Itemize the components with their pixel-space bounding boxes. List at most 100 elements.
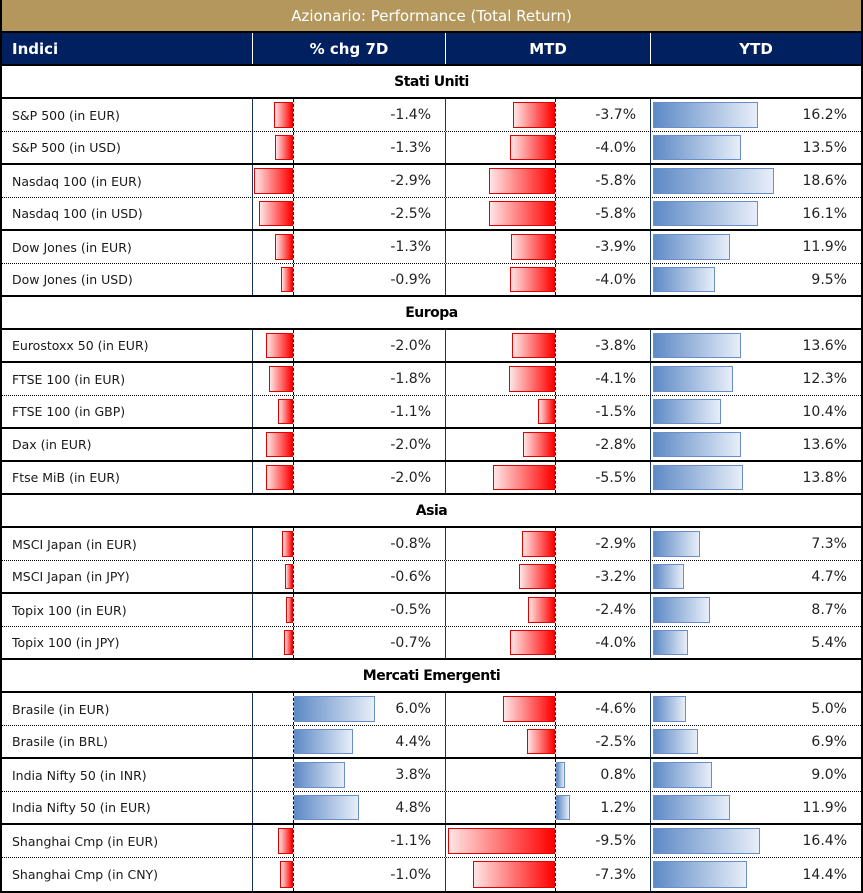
negative-data-bar	[518, 564, 555, 589]
index-label: Brasile (in EUR)	[2, 693, 253, 725]
negative-data-bar	[282, 531, 293, 557]
negative-data-bar	[509, 267, 555, 292]
index-label: Ftse MiB (in EUR)	[2, 462, 253, 493]
cell-d7: 4.8%	[253, 792, 446, 823]
cell-mtd: -4.0%	[446, 627, 651, 658]
value-mtd: -5.8%	[595, 173, 636, 189]
table-row: Topix 100 (in EUR) -0.5% -2.4% 8.7%	[2, 594, 861, 627]
table-row: Dow Jones (in EUR) -1.3% -3.9% 11.9%	[2, 231, 861, 264]
table-row: Brasile (in EUR) 6.0% -4.6% 5.0%	[2, 693, 861, 726]
cell-mtd: -5.8%	[446, 165, 651, 197]
table-row: India Nifty 50 (in EUR) 4.8% 1.2% 11.9%	[2, 792, 861, 825]
table-row: Dax (in EUR) -2.0% -2.8% 13.6%	[2, 429, 861, 462]
cell-d7: -2.9%	[253, 165, 446, 197]
value-mtd: -3.2%	[595, 568, 636, 585]
cell-ytd: 13.8%	[651, 462, 861, 493]
value-d7: -2.9%	[390, 173, 431, 189]
negative-data-bar	[278, 399, 293, 424]
index-label: MSCI Japan (in JPY)	[2, 561, 253, 592]
cell-ytd: 9.5%	[651, 264, 861, 295]
value-ytd: 9.5%	[811, 271, 847, 288]
index-label: Dax (in EUR)	[2, 429, 253, 460]
cell-d7: -2.0%	[253, 462, 446, 493]
cell-mtd: -3.2%	[446, 561, 651, 592]
positive-data-bar	[653, 201, 758, 226]
bar-axis	[293, 462, 294, 493]
cell-ytd: 8.7%	[651, 594, 861, 626]
cell-ytd: 13.5%	[651, 132, 861, 163]
table-row: Eurostoxx 50 (in EUR) -2.0% -3.8% 13.6%	[2, 330, 861, 363]
cell-mtd: -5.8%	[446, 198, 651, 229]
cell-ytd: 16.2%	[651, 99, 861, 131]
negative-data-bar	[527, 597, 555, 623]
negative-data-bar	[253, 168, 293, 194]
value-ytd: 13.6%	[802, 337, 847, 354]
index-label: Nasdaq 100 (in USD)	[2, 198, 253, 229]
positive-data-bar	[653, 102, 759, 128]
cell-mtd: -3.8%	[446, 330, 651, 361]
cell-d7: -2.0%	[253, 330, 446, 361]
cell-ytd: 18.6%	[651, 165, 861, 197]
value-ytd: 13.8%	[802, 469, 847, 486]
index-label: Shanghai Cmp (in EUR)	[2, 825, 253, 857]
bar-axis	[293, 396, 294, 427]
negative-data-bar	[489, 168, 555, 194]
bar-axis	[293, 363, 294, 395]
cell-mtd: -9.5%	[446, 825, 651, 857]
bar-axis	[555, 132, 556, 163]
positive-data-bar	[653, 696, 686, 722]
value-mtd: -4.1%	[595, 371, 636, 387]
bar-axis	[555, 231, 556, 263]
cell-d7: -1.8%	[253, 363, 446, 395]
cell-ytd: 7.3%	[651, 528, 861, 560]
positive-data-bar	[556, 762, 566, 788]
positive-data-bar	[653, 465, 743, 490]
bar-axis	[555, 264, 556, 295]
cell-ytd: 10.4%	[651, 396, 861, 427]
cell-mtd: -2.5%	[446, 726, 651, 757]
positive-data-bar	[653, 630, 689, 655]
positive-data-bar	[653, 597, 710, 623]
table-row: Shanghai Cmp (in EUR) -1.1% -9.5% 16.4%	[2, 825, 861, 858]
bar-axis	[555, 726, 556, 757]
bar-axis	[555, 429, 556, 460]
negative-data-bar	[522, 531, 555, 557]
positive-data-bar	[653, 267, 715, 292]
index-label: Dow Jones (in EUR)	[2, 231, 253, 263]
value-ytd: 13.6%	[802, 436, 847, 453]
column-header-indici: Indici	[2, 33, 253, 64]
bar-axis	[293, 726, 294, 757]
value-mtd: -9.5%	[595, 833, 636, 849]
value-d7: -1.3%	[390, 139, 431, 156]
cell-mtd: -2.9%	[446, 528, 651, 560]
positive-data-bar	[653, 729, 698, 754]
bar-axis	[293, 165, 294, 197]
section-header: Mercati Emergenti	[2, 660, 861, 693]
value-mtd: 1.2%	[600, 799, 636, 816]
value-mtd: -5.8%	[595, 205, 636, 222]
negative-data-bar	[278, 828, 293, 854]
value-d7: -1.1%	[390, 403, 431, 420]
value-mtd: 0.8%	[600, 767, 636, 783]
cell-d7: -1.4%	[253, 99, 446, 131]
value-d7: -0.5%	[390, 602, 431, 618]
index-label: Dow Jones (in USD)	[2, 264, 253, 295]
positive-data-bar	[653, 564, 684, 589]
negative-data-bar	[266, 333, 293, 358]
value-d7: -0.6%	[390, 568, 431, 585]
negative-data-bar	[279, 861, 293, 888]
value-d7: -2.5%	[390, 205, 431, 222]
value-mtd: -4.0%	[595, 139, 636, 156]
bar-axis	[555, 363, 556, 395]
cell-d7: -2.5%	[253, 198, 446, 229]
positive-data-bar	[653, 135, 741, 160]
value-mtd: -2.4%	[595, 602, 636, 618]
value-ytd: 16.1%	[802, 205, 847, 222]
positive-data-bar	[653, 762, 712, 788]
value-d7: 4.8%	[395, 799, 431, 816]
cell-d7: -0.9%	[253, 264, 446, 295]
value-ytd: 9.0%	[811, 767, 847, 783]
value-ytd: 5.4%	[811, 634, 847, 651]
positive-data-bar	[653, 234, 731, 260]
bar-axis	[293, 231, 294, 263]
